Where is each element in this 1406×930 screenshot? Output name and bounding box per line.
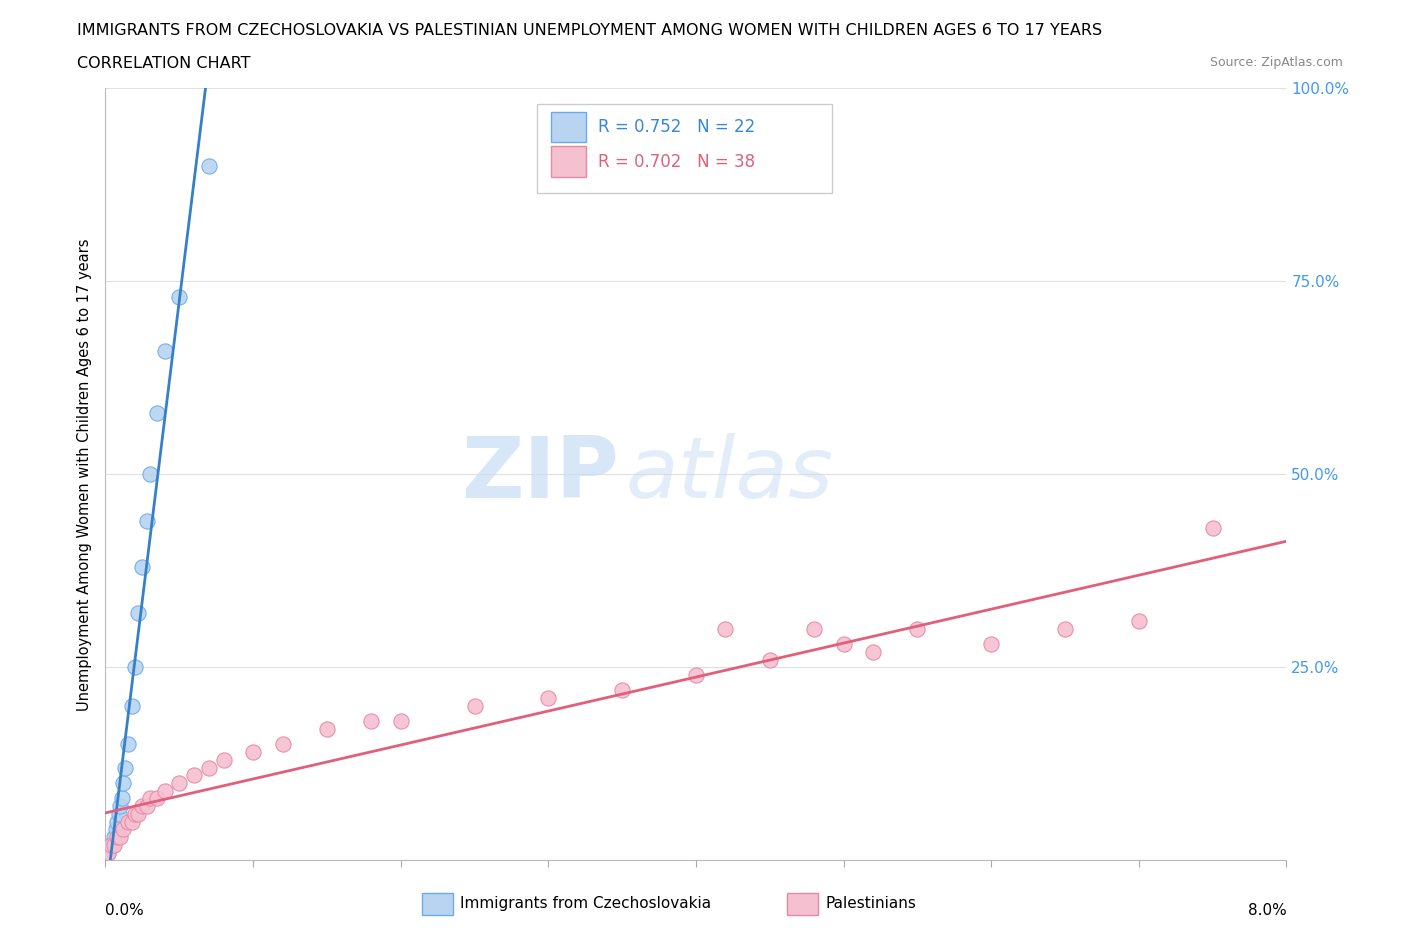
Point bbox=[112, 822, 135, 837]
Bar bbox=[551, 112, 586, 142]
Point bbox=[103, 837, 125, 852]
Point bbox=[121, 815, 143, 830]
Point bbox=[101, 837, 124, 852]
Point bbox=[100, 837, 122, 852]
Point bbox=[832, 637, 855, 652]
Point bbox=[100, 837, 122, 852]
Point bbox=[464, 698, 486, 713]
Point bbox=[803, 621, 825, 636]
Text: CORRELATION CHART: CORRELATION CHART bbox=[77, 56, 250, 71]
Point bbox=[537, 691, 560, 706]
Point bbox=[183, 768, 205, 783]
Text: 8.0%: 8.0% bbox=[1247, 903, 1286, 918]
Point bbox=[980, 637, 1002, 652]
Point bbox=[117, 815, 139, 830]
Point bbox=[714, 621, 737, 636]
Point bbox=[685, 668, 707, 683]
Point bbox=[127, 806, 149, 821]
Point bbox=[197, 760, 219, 775]
Text: atlas: atlas bbox=[626, 432, 834, 516]
Text: Source: ZipAtlas.com: Source: ZipAtlas.com bbox=[1209, 56, 1343, 69]
Point bbox=[131, 799, 153, 814]
Point bbox=[131, 560, 153, 575]
Point bbox=[146, 405, 169, 420]
Point bbox=[242, 745, 264, 760]
Point bbox=[153, 343, 176, 358]
Point bbox=[105, 830, 128, 844]
Bar bbox=[551, 146, 586, 177]
Point bbox=[124, 660, 146, 675]
Point bbox=[759, 652, 782, 667]
Text: Palestinians: Palestinians bbox=[825, 897, 917, 911]
Point bbox=[117, 737, 139, 751]
Point bbox=[103, 830, 125, 844]
Point bbox=[146, 791, 169, 806]
Point bbox=[389, 714, 412, 729]
Point bbox=[107, 806, 129, 821]
Text: R = 0.752   N = 22: R = 0.752 N = 22 bbox=[598, 118, 755, 136]
Point bbox=[135, 513, 157, 528]
Y-axis label: Unemployment Among Women with Children Ages 6 to 17 years: Unemployment Among Women with Children A… bbox=[77, 238, 93, 711]
Point bbox=[110, 830, 132, 844]
Text: 0.0%: 0.0% bbox=[105, 903, 145, 918]
Point bbox=[97, 845, 120, 860]
Point bbox=[127, 605, 149, 620]
Point bbox=[121, 698, 143, 713]
Bar bbox=[537, 104, 832, 193]
Point bbox=[905, 621, 928, 636]
Point bbox=[135, 799, 157, 814]
Point bbox=[97, 845, 120, 860]
Point bbox=[360, 714, 382, 729]
Point bbox=[197, 158, 219, 173]
Point bbox=[315, 722, 337, 737]
Point bbox=[104, 822, 127, 837]
Text: IMMIGRANTS FROM CZECHOSLOVAKIA VS PALESTINIAN UNEMPLOYMENT AMONG WOMEN WITH CHIL: IMMIGRANTS FROM CZECHOSLOVAKIA VS PALEST… bbox=[77, 23, 1102, 38]
Point bbox=[138, 791, 162, 806]
Point bbox=[111, 791, 134, 806]
Point bbox=[862, 644, 884, 659]
Text: Immigrants from Czechoslovakia: Immigrants from Czechoslovakia bbox=[460, 897, 711, 911]
Point bbox=[1201, 521, 1223, 536]
Point bbox=[169, 776, 191, 790]
Point bbox=[114, 760, 136, 775]
Point bbox=[1128, 614, 1150, 629]
Text: ZIP: ZIP bbox=[461, 432, 619, 516]
Point bbox=[110, 799, 132, 814]
Text: R = 0.702   N = 38: R = 0.702 N = 38 bbox=[598, 153, 755, 171]
Point bbox=[169, 289, 191, 304]
Point bbox=[112, 776, 135, 790]
Point bbox=[124, 806, 146, 821]
Point bbox=[610, 683, 633, 698]
Point bbox=[138, 467, 162, 482]
Point bbox=[1054, 621, 1077, 636]
Point bbox=[153, 783, 176, 798]
Point bbox=[105, 815, 128, 830]
Point bbox=[212, 752, 235, 767]
Point bbox=[271, 737, 294, 751]
